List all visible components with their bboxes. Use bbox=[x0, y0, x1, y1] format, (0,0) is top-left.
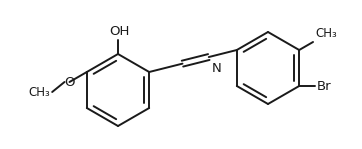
Text: OH: OH bbox=[109, 25, 129, 38]
Text: CH₃: CH₃ bbox=[29, 87, 50, 100]
Text: N: N bbox=[212, 62, 222, 75]
Text: O: O bbox=[64, 76, 75, 89]
Text: CH₃: CH₃ bbox=[315, 27, 337, 40]
Text: Br: Br bbox=[317, 80, 332, 93]
